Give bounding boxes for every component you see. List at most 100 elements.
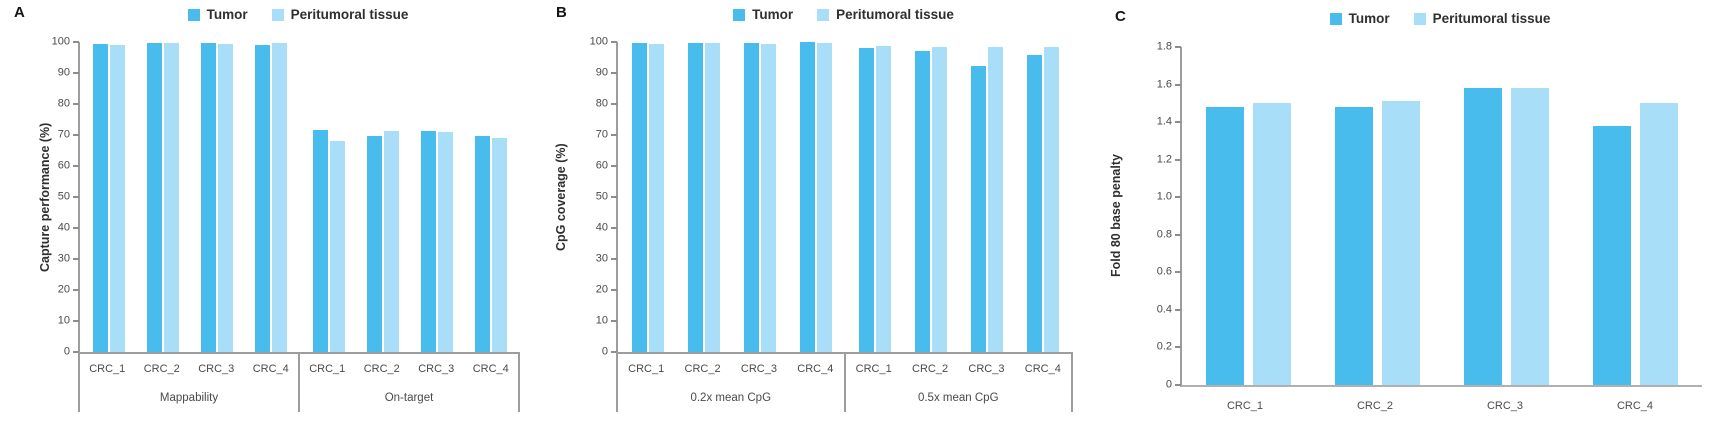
legend-item-tumor: Tumor (733, 7, 793, 22)
panel-b-letter: B (556, 4, 567, 21)
y-tick-label: 40 (595, 221, 608, 234)
bar-cluster (631, 42, 664, 352)
legend: Tumor Peritumoral tissue (1180, 11, 1700, 26)
y-tick-mark (1175, 308, 1181, 311)
y-tick-mark (611, 72, 617, 74)
bar-peritumoral (648, 43, 664, 352)
y-tick-label: 0 (601, 345, 608, 358)
bar-group (618, 42, 846, 352)
y-tick-label: 100 (589, 35, 608, 48)
bar-cluster (313, 42, 345, 352)
y-axis-ticks: 100 90 80 70 60 50 40 30 20 10 0 (32, 36, 70, 357)
y-tick-label: 10 (57, 314, 70, 327)
x-category-label: CRC_4 (472, 363, 509, 375)
legend-label-peritumoral: Peritumoral tissue (290, 7, 409, 22)
x-category-label: CRC_4 (797, 363, 834, 375)
y-tick-mark (1175, 158, 1181, 161)
y-tick-label: 70 (57, 128, 70, 141)
bar-tumor (743, 42, 759, 352)
y-tick-mark (1175, 83, 1181, 86)
x-category-row: CRC_1 CRC_2 CRC_3 CRC_4 (618, 354, 844, 384)
y-tick-label: 100 (51, 35, 70, 48)
legend-label-peritumoral: Peritumoral tissue (836, 7, 954, 22)
y-tick-mark (1175, 233, 1181, 236)
y-tick-mark (73, 165, 79, 167)
bar-cluster (201, 42, 233, 352)
y-axis-title: Fold 80 base penalty (1109, 154, 1123, 278)
x-category-label: CRC_3 (740, 363, 777, 375)
x-category-row: CRC_1 CRC_2 CRC_3 CRC_4 (1180, 394, 1700, 418)
bar-peritumoral (932, 46, 948, 352)
x-axis-box: CRC_1 CRC_2 CRC_3 CRC_4 Mappability CRC_1 CRC_… (78, 352, 520, 412)
bar-peritumoral (164, 43, 179, 352)
y-tick-mark (611, 134, 617, 136)
y-tick-mark (1175, 346, 1181, 349)
bar-cluster (971, 42, 1004, 352)
bar-tumor (475, 135, 490, 352)
y-tick-label: 1.0 (1156, 190, 1172, 203)
bar-tumor (631, 42, 647, 352)
y-tick-label: 30 (57, 252, 70, 265)
y-tick-label: 80 (57, 97, 70, 110)
bar-cluster (1464, 47, 1549, 385)
bar-peritumoral (988, 46, 1004, 352)
y-tick-label: 0.6 (1156, 265, 1172, 278)
legend-item-tumor: Tumor (1329, 11, 1390, 26)
bar-group (846, 42, 1074, 352)
x-axis-labels: CRC_1 CRC_2 CRC_3 CRC_4 (1180, 394, 1700, 418)
bar-peritumoral (272, 42, 287, 352)
bar-tumor (971, 65, 987, 352)
y-tick-mark (611, 289, 617, 291)
y-tick-label: 50 (57, 190, 70, 203)
plot-area (1175, 46, 1702, 387)
bar-tumor (255, 45, 270, 352)
plot-area (611, 41, 1074, 353)
y-tick-mark (73, 72, 79, 74)
bar-peritumoral (1511, 88, 1549, 385)
bar-tumor (1593, 125, 1631, 385)
bar-cluster (367, 42, 399, 352)
legend-label-tumor: Tumor (1348, 11, 1390, 26)
y-tick-mark (611, 227, 617, 229)
bar-peritumoral (816, 43, 832, 352)
legend-item-peritumoral: Peritumoral tissue (271, 7, 409, 22)
x-category-label: CRC_2 (363, 363, 400, 375)
y-tick-mark (73, 227, 79, 229)
x-category-row: CRC_1 CRC_2 CRC_3 CRC_4 (80, 354, 298, 384)
x-category-label: CRC_3 (198, 363, 235, 375)
y-tick-mark (1175, 196, 1181, 199)
bar-peritumoral (1044, 47, 1060, 352)
plot-area (73, 41, 520, 353)
y-tick-mark (1175, 46, 1181, 48)
bar-peritumoral (330, 141, 345, 352)
bar-peritumoral (760, 43, 776, 352)
bar-group (1182, 47, 1702, 385)
x-category-label: CRC_4 (1024, 363, 1061, 375)
y-tick-label: 1.4 (1156, 115, 1172, 128)
x-category-row: CRC_1 CRC_2 CRC_3 CRC_4 (300, 354, 518, 384)
bar-tumor (687, 42, 703, 352)
y-tick-label: 60 (595, 159, 608, 172)
y-axis-title: CpG coverage (%) (554, 143, 568, 251)
x-category-label: CRC_1 (628, 363, 665, 375)
x-group-cell: CRC_1 CRC_2 CRC_3 CRC_4 0.2x mean CpG (618, 354, 846, 412)
y-tick-mark (73, 196, 79, 198)
y-tick-mark (73, 351, 79, 353)
panel-a: A Tumor Peritumoral tissue Capture perfo… (0, 0, 530, 434)
bar-tumor (799, 42, 815, 352)
bar-cluster (1206, 47, 1291, 385)
x-group-cell: CRC_1 CRC_2 CRC_3 CRC_4 On-target (300, 354, 520, 412)
y-tick-mark (73, 289, 79, 291)
x-category-label: CRC_1 (855, 363, 892, 375)
x-category-label: CRC_3 (968, 363, 1005, 375)
bar-cluster (915, 42, 948, 352)
bar-tumor (93, 44, 108, 352)
y-tick-label: 1.8 (1156, 40, 1172, 53)
panel-b: B Tumor Peritumoral tissue CpG coverage … (530, 0, 1095, 434)
y-tick-label: 20 (595, 283, 608, 296)
y-tick-mark (611, 351, 617, 353)
y-tick-mark (611, 320, 617, 322)
y-axis-ticks: 1.8 1.6 1.4 1.2 1.0 0.8 0.6 0.4 0.2 0 (1132, 41, 1172, 390)
y-tick-label: 30 (595, 252, 608, 265)
x-group-label: On-target (384, 392, 434, 404)
